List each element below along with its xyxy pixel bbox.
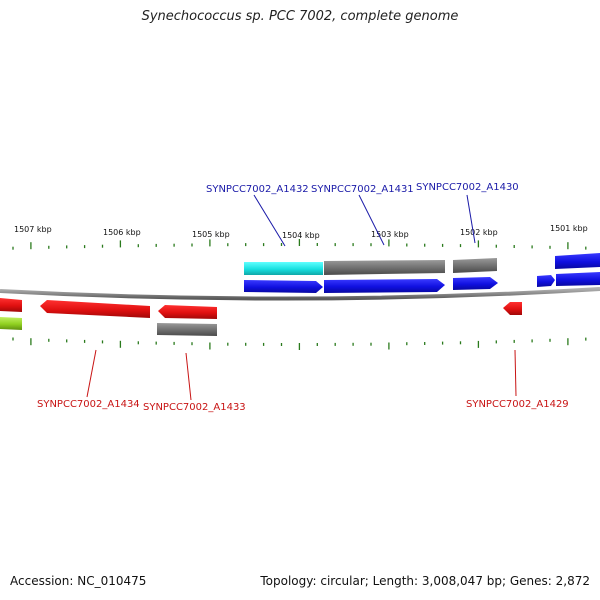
forward-gene-outer-right[interactable] [555, 253, 600, 269]
gene-A1429-feature[interactable] [503, 302, 522, 315]
callout-line-A1433 [185, 352, 192, 401]
forward-gene-inner-3[interactable] [453, 277, 498, 290]
gene-label-A1429[interactable]: SYNPCC7002_A1429 [466, 399, 569, 410]
tick-label-1505: 1505 kbp [192, 230, 230, 239]
tick-label-1507: 1507 kbp [14, 225, 52, 234]
callout-line-A1432 [253, 194, 286, 247]
map-title: Synechococcus sp. PCC 7002, complete gen… [141, 9, 459, 24]
gene-A1433-feature[interactable] [158, 305, 217, 319]
tick-label-1506: 1506 kbp [103, 228, 141, 237]
reverse-gene-left-edge[interactable] [0, 298, 22, 312]
callout-line-A1431 [358, 194, 385, 246]
callout-line-A1434 [86, 349, 97, 398]
tick-marks-top [12, 239, 587, 250]
tick-label-1502: 1502 kbp [460, 228, 498, 237]
forward-gene-inner-1[interactable] [244, 280, 323, 293]
tick-marks-bottom [12, 337, 587, 350]
callout-line-A1430 [466, 194, 476, 244]
partial-gene-left-edge[interactable] [0, 317, 22, 330]
gene-label-A1434[interactable]: SYNPCC7002_A1434 [37, 399, 140, 410]
callout-line-A1429 [514, 349, 517, 397]
gene-A1431-feature[interactable] [324, 260, 445, 275]
rna-gene-reverse[interactable] [157, 323, 217, 336]
genome-stats-text: Topology: circular; Length: 3,008,047 bp… [260, 574, 590, 588]
gene-label-A1433[interactable]: SYNPCC7002_A1433 [143, 402, 246, 413]
gene-label-A1431[interactable]: SYNPCC7002_A1431 [311, 184, 414, 195]
tick-label-1501: 1501 kbp [550, 224, 588, 233]
tick-label-1504: 1504 kbp [282, 231, 320, 240]
forward-gene-inner-5[interactable] [556, 272, 600, 286]
gene-label-A1432[interactable]: SYNPCC7002_A1432 [206, 184, 309, 195]
genome-backbone [0, 287, 600, 301]
gene-label-A1430[interactable]: SYNPCC7002_A1430 [416, 182, 519, 193]
accession-text: Accession: NC_010475 [10, 574, 147, 588]
gene-A1434-feature[interactable] [40, 300, 150, 318]
tick-label-1503: 1503 kbp [371, 230, 409, 239]
forward-gene-inner-2[interactable] [324, 279, 445, 293]
forward-gene-inner-4[interactable] [537, 275, 555, 287]
gene-A1432-feature[interactable] [244, 262, 323, 275]
gene-A1430-feature[interactable] [453, 258, 497, 273]
